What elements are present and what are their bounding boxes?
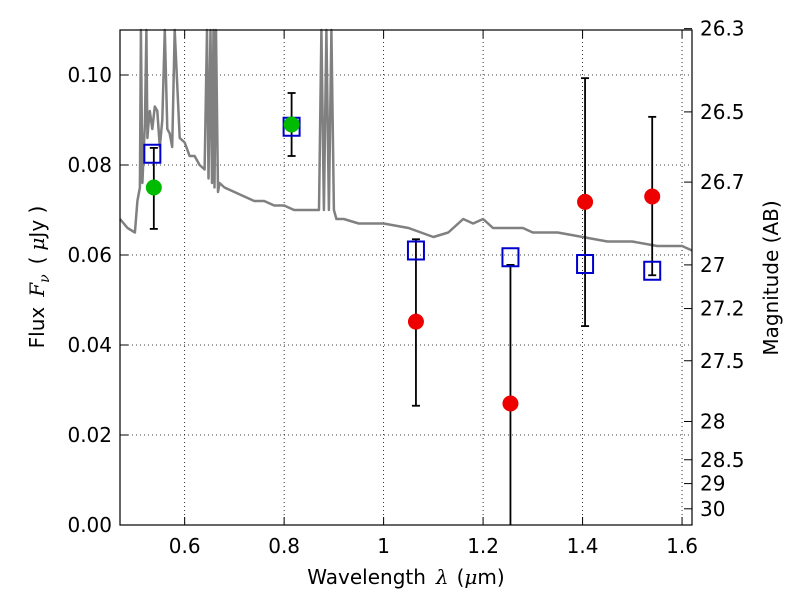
y-tick-label: 0.00 — [67, 513, 112, 537]
y2-tick-label: 26.7 — [700, 170, 745, 194]
y2-tick-label: 30 — [700, 497, 725, 521]
x-axis-title: Wavelength λ (μm) — [307, 565, 504, 589]
model-spectrum-layer — [119, 28, 693, 252]
y-axis-title-unit-open: ( — [25, 257, 49, 265]
model-band-square-marker — [143, 143, 162, 164]
observed-circle-marker — [145, 179, 162, 196]
observed-circle-marker — [407, 313, 424, 330]
x-tick-label: 0.6 — [169, 534, 201, 558]
y-axis-title-unit-mu: μ — [25, 238, 49, 251]
x-tick-label: 1.2 — [467, 534, 499, 558]
y2-axis-title: Magnitude (AB) — [759, 200, 783, 355]
x-axis-ticks: 0.6 0.8 1 1.2 1.4 1.6 — [169, 30, 698, 558]
x-axis-title-unit-mu: μ — [464, 565, 477, 589]
y-tick-label: 0.02 — [67, 423, 112, 447]
x-tick-label: 0.8 — [268, 534, 300, 558]
observed-circle-marker — [577, 193, 594, 210]
y-axis-title-symbol: F — [25, 282, 49, 298]
y2-tick-label: 26.3 — [700, 17, 745, 41]
y2-tick-label: 28.5 — [700, 448, 745, 472]
observed-circle-marker — [502, 395, 519, 412]
y-tick-label: 0.04 — [67, 333, 112, 357]
y2-tick-label: 26.5 — [700, 100, 745, 124]
y-tick-label: 0.06 — [67, 243, 112, 267]
y2-tick-label: 27 — [700, 253, 725, 277]
plot-frame — [119, 29, 693, 526]
y2-tick-label: 27.5 — [700, 349, 745, 373]
x-axis-title-text: Wavelength — [307, 565, 426, 589]
observed-circle-marker — [644, 188, 661, 205]
x-axis-title-unit-rest: m) — [477, 565, 504, 589]
y-axis-title-subscript: ν — [37, 274, 53, 283]
y-axis-title: Flux Fν ( μJy ) — [25, 206, 53, 349]
x-tick-label: 1.6 — [666, 534, 698, 558]
model-band-square-marker — [406, 240, 425, 261]
y-tick-label: 0.08 — [67, 153, 112, 177]
y-tick-label: 0.10 — [67, 63, 112, 87]
model-band-square-marker — [576, 254, 595, 274]
y-axis-title-unit-rest: Jy ) — [25, 206, 49, 240]
x-axis-title-unit-open: ( — [457, 565, 465, 589]
x-tick-label: 1.4 — [567, 534, 599, 558]
x-tick-label: 1 — [377, 534, 390, 558]
y2-tick-label: 29 — [700, 472, 725, 496]
model-band-square-marker — [501, 247, 520, 268]
observed-markers-layer — [145, 116, 661, 412]
y-axis-title-text: Flux — [25, 307, 49, 349]
y2-tick-label: 27.2 — [700, 297, 745, 321]
model-band-square-marker — [643, 260, 662, 281]
x-axis-title-symbol: λ — [435, 565, 449, 589]
model-band-markers-layer — [143, 116, 662, 281]
y2-tick-label: 28 — [700, 410, 725, 434]
y-axis-ticks: 0.00 0.02 0.04 0.06 0.08 0.10 — [67, 63, 128, 537]
model-spectrum-line — [119, 28, 693, 252]
observed-circle-marker — [283, 116, 300, 133]
